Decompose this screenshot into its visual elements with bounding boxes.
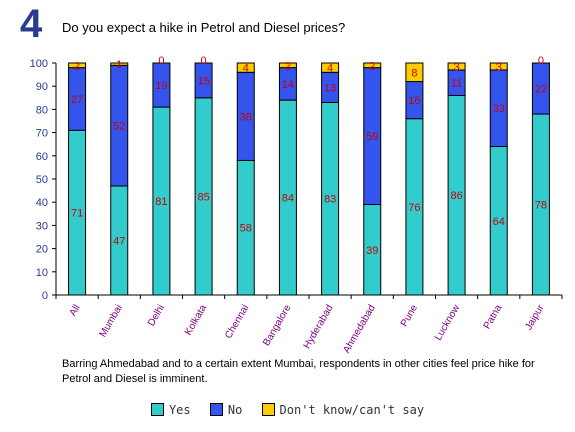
data-label: 47 xyxy=(113,235,125,247)
chart-note: Barring Ahmedabad and to a certain exten… xyxy=(62,358,535,385)
legend-item-yes: Yes xyxy=(150,403,191,417)
bar-segment-no xyxy=(194,62,213,99)
data-label: 27 xyxy=(71,94,83,106)
data-label: 33 xyxy=(493,103,505,115)
data-label: 4 xyxy=(243,63,249,75)
data-label: 84 xyxy=(282,193,294,205)
data-label: 3 xyxy=(496,61,502,73)
data-label: 13 xyxy=(324,82,336,94)
data-label: 19 xyxy=(155,80,167,92)
stacked-bar-chart: 010203040506070809010071272All47521Mumba… xyxy=(30,55,563,355)
y-tick-label: 90 xyxy=(36,81,48,93)
category-label: Delhi xyxy=(146,303,167,328)
data-label: 0 xyxy=(158,55,164,67)
legend-swatch-no xyxy=(209,403,223,416)
data-label: 1 xyxy=(116,59,122,71)
bar-segment-dont-know xyxy=(405,62,424,83)
data-label: 4 xyxy=(327,63,333,75)
y-tick-label: 60 xyxy=(36,151,48,163)
question-number: 4 xyxy=(20,2,43,46)
y-tick-label: 30 xyxy=(36,220,48,232)
legend-label-yes: Yes xyxy=(168,403,191,417)
data-label: 64 xyxy=(493,216,505,228)
data-label: 2 xyxy=(74,60,80,72)
bar-segment-dont-know xyxy=(278,62,297,69)
legend-label-dont-know: Don't know/can't say xyxy=(279,403,425,417)
data-label: 2 xyxy=(285,60,291,72)
legend-swatch-dont-know xyxy=(261,403,275,416)
bar-segment-no xyxy=(531,62,550,115)
data-label: 59 xyxy=(366,131,378,143)
category-label: Pune xyxy=(399,303,420,329)
data-label: 39 xyxy=(366,245,378,257)
data-label: 8 xyxy=(411,67,417,79)
legend-swatch-yes xyxy=(150,403,164,416)
category-label: Lucknow xyxy=(433,302,463,342)
category-label: All xyxy=(68,303,83,318)
data-label: 2 xyxy=(369,60,375,72)
data-label: 71 xyxy=(71,208,83,220)
data-label: 58 xyxy=(240,223,252,235)
bar-segment-dont-know xyxy=(447,62,466,71)
category-label: Mumbai xyxy=(98,303,125,339)
y-tick-label: 50 xyxy=(36,174,48,186)
category-label: Hyderabad xyxy=(302,303,336,351)
data-label: 0 xyxy=(538,55,544,67)
data-label: 52 xyxy=(113,121,125,133)
bar-segment-dont-know xyxy=(68,62,87,69)
y-tick-label: 10 xyxy=(36,267,48,279)
bar-segment-no xyxy=(152,62,171,108)
data-label: 38 xyxy=(240,111,252,123)
bar-segment-dont-know xyxy=(110,62,129,66)
data-label: 83 xyxy=(324,194,336,206)
data-label: 3 xyxy=(454,61,460,73)
legend-item-dont-know: Don't know/can't say xyxy=(261,403,425,417)
legend: Yes No Don't know/can't say xyxy=(0,403,575,417)
data-label: 81 xyxy=(155,196,167,208)
legend-item-no: No xyxy=(209,403,243,417)
data-label: 76 xyxy=(408,202,420,214)
data-label: 15 xyxy=(197,75,209,87)
data-label: 11 xyxy=(451,78,462,90)
bar-segment-dont-know xyxy=(236,62,255,73)
question-title: Do you expect a hike in Petrol and Diese… xyxy=(62,20,346,35)
y-tick-label: 80 xyxy=(36,104,48,116)
category-label: Jaipur xyxy=(523,302,546,332)
legend-label-no: No xyxy=(227,403,243,417)
data-label: 86 xyxy=(450,190,462,202)
data-label: 14 xyxy=(282,79,294,91)
data-label: 0 xyxy=(201,55,207,67)
data-label: 78 xyxy=(535,200,547,212)
y-tick-label: 0 xyxy=(42,290,48,302)
category-label: Kolkata xyxy=(183,303,209,338)
data-label: 22 xyxy=(535,84,547,96)
y-tick-label: 20 xyxy=(36,244,48,256)
category-label: Ahmedabad xyxy=(341,303,377,355)
data-label: 85 xyxy=(197,191,209,203)
data-label: 16 xyxy=(408,95,420,107)
y-tick-label: 100 xyxy=(30,58,48,70)
bar-segment-dont-know xyxy=(363,62,382,69)
category-label: Patna xyxy=(482,303,505,332)
bar-segment-dont-know xyxy=(489,62,508,71)
category-label: Chennai xyxy=(223,303,251,341)
bar-segment-dont-know xyxy=(321,62,340,73)
category-label: Bangalore xyxy=(261,303,294,348)
y-tick-label: 70 xyxy=(36,128,48,140)
y-tick-label: 40 xyxy=(36,197,48,209)
